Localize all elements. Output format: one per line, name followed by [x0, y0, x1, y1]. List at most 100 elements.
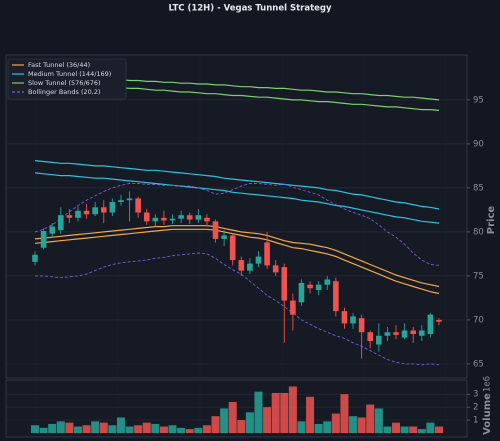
volume-bar [56, 421, 65, 433]
volume-bar [177, 427, 186, 433]
y-tick-label: 85 [473, 183, 484, 193]
volume-bar [426, 422, 435, 433]
candle-body [358, 318, 365, 333]
candle-body [126, 198, 133, 201]
legend-label: Bollinger Bands (20,2) [28, 88, 101, 96]
candle-body [204, 217, 210, 222]
candle-body [264, 242, 270, 266]
volume-bar [108, 425, 117, 433]
volume-bar [142, 422, 151, 433]
candle-body [49, 226, 55, 234]
legend-label: Slow Tunnel (576/676) [28, 79, 101, 87]
price-panel [5, 54, 468, 379]
volume-bar [65, 422, 74, 433]
volume-bar [31, 425, 39, 433]
volume-bar [400, 426, 409, 433]
volume-bar [237, 420, 246, 433]
candle-body [57, 215, 64, 231]
candle-body [118, 200, 124, 202]
candle-body [281, 267, 288, 301]
candle-body [169, 218, 176, 221]
volume-bar [323, 421, 332, 433]
candle-body [229, 235, 236, 261]
volume-bar [125, 426, 134, 433]
y-tick-label: 70 [473, 315, 484, 325]
volume-bar [280, 392, 289, 433]
volume-bar [245, 412, 254, 433]
candle-body [255, 256, 262, 264]
candle-body [410, 330, 417, 334]
overlay-line [34, 172, 440, 224]
volume-bar [82, 425, 91, 433]
y-tick-label: 80 [473, 227, 484, 237]
legend-box [7, 58, 127, 100]
candle-body [324, 279, 331, 285]
candle-body [32, 254, 38, 262]
volume-bar [288, 386, 297, 433]
candle-body [272, 265, 279, 273]
volume-bar [48, 423, 57, 433]
volume-bar [409, 426, 418, 433]
candle-body [350, 316, 356, 324]
volume-bar [151, 423, 160, 433]
volume-bar [99, 422, 108, 433]
y-tick-label: 75 [473, 271, 484, 281]
candle-body [333, 281, 339, 312]
volume-bar [306, 396, 315, 433]
candle-body [161, 217, 167, 221]
candle-body [152, 217, 159, 222]
candle-body [83, 210, 90, 215]
volume-bar [297, 421, 306, 433]
volume-bar [185, 429, 194, 433]
y-axis-label: Price [486, 206, 497, 235]
volume-bar [314, 423, 323, 433]
volume-bar [228, 401, 237, 433]
candle-body [307, 284, 313, 289]
volume-bar [263, 407, 272, 433]
candle-body [66, 215, 73, 218]
volume-bar [159, 426, 168, 433]
volume-bar [271, 392, 280, 433]
candle-body [384, 332, 391, 336]
candle-body [247, 263, 253, 271]
y-tick-label: 95 [473, 95, 484, 105]
candle-body [341, 311, 348, 324]
volume-bar [366, 404, 375, 433]
volume-bar [349, 416, 358, 433]
volume-bar [331, 413, 340, 433]
candle-body [75, 210, 81, 218]
candle-body [290, 300, 296, 315]
candle-body [298, 282, 305, 303]
chart-title: LTC (12H) - Vegas Tunnel Strategy [168, 4, 332, 14]
y-tick-label: 65 [473, 359, 484, 369]
candle-body [238, 260, 245, 271]
volume-bar [357, 417, 366, 433]
candle-body [393, 332, 399, 335]
y2-tick-label: 1 [473, 416, 478, 426]
candle-body [195, 215, 202, 220]
y2-offset-label: 1e6 [483, 376, 493, 392]
candle-body [376, 335, 382, 345]
candle-body [40, 231, 47, 248]
volume-bar [435, 426, 443, 433]
y2-axis-label: Volume [482, 393, 493, 435]
volume-bar [194, 427, 203, 433]
volume-bar [220, 408, 229, 433]
candle-body [100, 207, 107, 213]
volume-bar [383, 426, 392, 433]
candle-body [401, 330, 408, 338]
candle-body [315, 284, 322, 290]
volume-bar [374, 408, 383, 433]
legend-label: Fast Tunnel (36/44) [28, 61, 90, 69]
overlay-line [34, 160, 440, 210]
volume-bar [202, 425, 211, 433]
volume-bar [417, 429, 426, 433]
volume-bar [340, 394, 349, 433]
candle-body [367, 332, 374, 342]
overlay-line [34, 228, 440, 295]
candle-body [186, 215, 193, 220]
volume-bar [168, 425, 177, 433]
y2-tick-label: 3 [473, 390, 478, 400]
volume-bar [392, 422, 401, 433]
y-tick-label: 90 [473, 139, 484, 149]
